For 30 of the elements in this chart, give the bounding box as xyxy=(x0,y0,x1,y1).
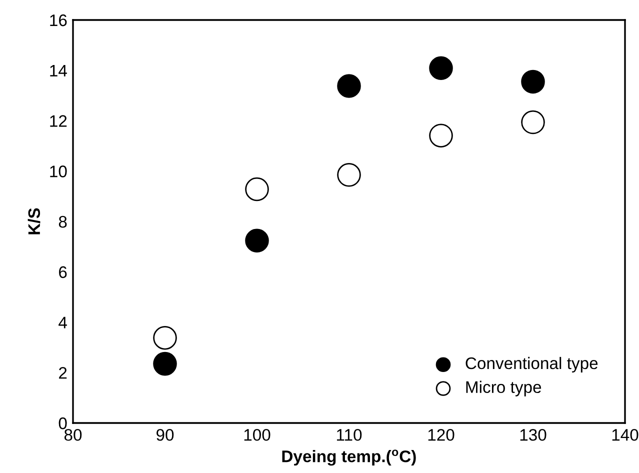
y-tick-label: 0 xyxy=(58,417,67,430)
point xyxy=(521,70,545,94)
point xyxy=(429,56,453,80)
y-tick-label: 2 xyxy=(59,367,67,379)
point xyxy=(153,352,177,376)
x-tick-label: 140 xyxy=(612,428,638,441)
x-tick-label: 110 xyxy=(336,428,362,441)
point xyxy=(429,124,453,148)
y-tick-label: 10 xyxy=(50,166,67,178)
legend-label: Micro type xyxy=(466,380,542,396)
y-axis-title: K/S xyxy=(28,208,40,234)
point xyxy=(153,326,177,350)
y-tick-label: 16 xyxy=(50,14,67,26)
point xyxy=(337,163,361,187)
y-tick-label: 12 xyxy=(50,115,67,127)
x-tick-label: 120 xyxy=(428,428,454,441)
y-tick-label: 14 xyxy=(50,64,67,76)
x-tick-label: 90 xyxy=(156,428,174,441)
x-tick-label: 100 xyxy=(244,428,270,441)
point xyxy=(245,177,269,202)
y-tick-label: 8 xyxy=(58,216,67,228)
x-axis-title: Dyeing temp.($^{o}$C) xyxy=(282,450,416,466)
point xyxy=(521,110,545,134)
y-tick-label: 4 xyxy=(58,316,67,328)
y-tick-label: 6 xyxy=(59,266,67,278)
point xyxy=(337,74,361,98)
point xyxy=(245,228,269,253)
x-tick-label: 130 xyxy=(520,428,546,441)
x-tick-label: 80 xyxy=(64,428,82,441)
legend-label: Conventional type xyxy=(466,356,598,372)
